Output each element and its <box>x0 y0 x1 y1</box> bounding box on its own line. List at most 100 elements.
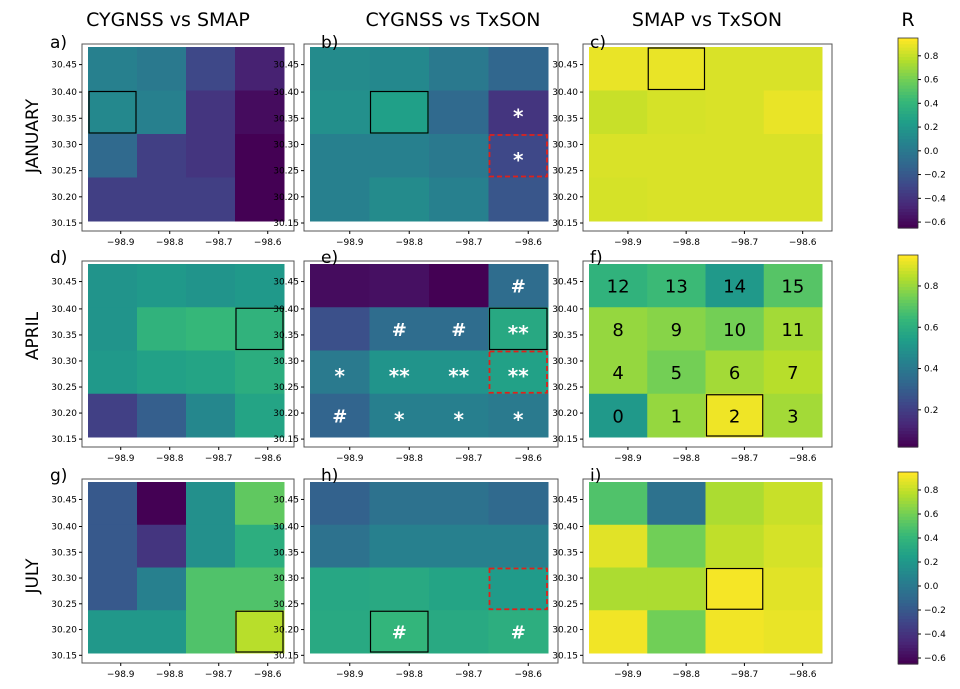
colorbar-segment <box>898 504 918 508</box>
colorbar-segment <box>898 133 918 137</box>
colorbar-segment <box>898 287 918 291</box>
heatmap-cell <box>488 350 549 395</box>
colorbar-segment <box>898 347 918 352</box>
panel-a: −98.9 −98.8 −98.7 −98.6 30.45 30.40 30.35 30.30… <box>50 33 295 248</box>
highlight-box <box>369 610 429 653</box>
colorbar-segment <box>898 392 918 397</box>
heatmap-cell <box>488 177 549 222</box>
colorbar-segment <box>898 415 918 419</box>
colorbar-segment <box>898 107 918 112</box>
colorbar-segment <box>898 335 918 339</box>
panel-label: f) <box>590 248 603 268</box>
colorbar-segment <box>898 494 918 499</box>
colorbar-segment <box>898 167 918 172</box>
significance-symbol: ** <box>448 364 469 388</box>
heatmap-cell <box>763 610 823 654</box>
heatmap-cell <box>429 307 489 351</box>
colorbar-segment <box>898 85 918 90</box>
x-tick-label: −98.9 <box>614 670 642 680</box>
heatmap-cell <box>647 177 706 222</box>
y-tick-label: 30.15 <box>51 651 77 661</box>
colorbar-segment <box>898 66 918 71</box>
heatmap-cell <box>705 350 765 395</box>
colorbar-segment <box>898 354 918 358</box>
heatmap-cell <box>647 350 706 395</box>
colorbar-tick-label: 0.2 <box>924 123 938 133</box>
colorbar-segment <box>898 293 918 298</box>
colorbar-segment <box>898 389 918 394</box>
colorbar-segment <box>898 152 918 156</box>
x-tick-label: −98.9 <box>107 238 135 248</box>
significance-symbol: * <box>513 148 524 172</box>
colorbar-segment <box>898 648 918 652</box>
colorbar-segment <box>898 516 918 521</box>
colorbar-segment <box>898 481 918 486</box>
heatmap-cell <box>310 610 370 654</box>
colorbar-segment <box>898 123 918 128</box>
significance-symbol: * <box>454 407 465 431</box>
heatmap-cell <box>88 482 138 526</box>
colorbar-3: 0.8 0.6 0.4 0.2 0.0 −0.2 −0.4 −0.6 <box>897 471 946 665</box>
colorbar-tick-label: 0.8 <box>924 282 939 292</box>
significance-symbol: ** <box>508 364 529 388</box>
heatmap-cell <box>589 264 648 308</box>
heatmap-cell <box>763 307 823 351</box>
x-tick-label: −98.8 <box>395 454 423 464</box>
y-tick-label: 30.40 <box>51 305 77 315</box>
colorbar-segment <box>898 609 918 614</box>
x-tick-label: −98.7 <box>455 238 483 248</box>
colorbar-segment <box>898 161 918 166</box>
colorbar-segment <box>898 399 918 403</box>
heatmap-cell <box>186 264 236 308</box>
colorbar-segment <box>898 657 918 662</box>
heatmap-cell <box>488 393 549 438</box>
colorbar-segment <box>898 193 918 197</box>
highlight-box <box>88 90 137 134</box>
cell-index-label: 4 <box>612 363 623 384</box>
heatmap-cell <box>235 482 285 526</box>
heatmap-cell <box>235 264 285 308</box>
heatmap-cell <box>310 307 370 351</box>
y-tick-label: 30.40 <box>552 88 578 98</box>
colorbar-segment <box>898 421 918 426</box>
heatmap-cell <box>647 47 706 91</box>
colorbar-segment <box>898 174 918 178</box>
heatmap-cell <box>589 524 648 568</box>
colorbar-segment <box>898 79 918 83</box>
colorbar-segment <box>898 290 918 294</box>
heatmap-cell <box>705 47 765 91</box>
colorbar-tick-label: 0.4 <box>924 534 939 544</box>
colorbar-segment <box>898 603 918 607</box>
heatmap-cell <box>429 524 489 568</box>
y-tick-label: 30.35 <box>51 548 77 558</box>
y-tick-label: 30.40 <box>552 305 578 315</box>
colorbar-segment <box>898 520 918 524</box>
heatmap-cell <box>705 90 765 135</box>
colorbar-segment <box>898 338 918 342</box>
colorbar-segment <box>898 215 918 220</box>
colorbar-segment <box>898 651 918 655</box>
significance-symbol: * <box>513 407 524 431</box>
y-tick-label: 30.30 <box>273 574 299 584</box>
heatmap-cell <box>88 350 138 395</box>
cell-index-label: 8 <box>612 320 623 341</box>
y-tick-label: 30.30 <box>51 140 77 150</box>
heatmap-cell <box>763 482 823 526</box>
colorbar-segment <box>898 63 918 68</box>
colorbar-segment <box>898 402 918 406</box>
y-tick-label: 30.35 <box>552 548 578 558</box>
colorbar-segment <box>898 267 918 272</box>
heatmap-cell <box>369 134 430 178</box>
significance-symbol: # <box>511 277 526 298</box>
colorbar-segment <box>898 632 918 636</box>
heatmap-cell <box>88 307 138 351</box>
heatmap-cell <box>488 524 549 568</box>
heatmap-cell <box>186 393 236 438</box>
heatmap-cell <box>186 47 236 91</box>
colorbar-segment <box>898 376 918 381</box>
heatmap-cell <box>186 350 236 395</box>
x-tick-label: −98.6 <box>789 238 817 248</box>
y-tick-label: 30.20 <box>273 193 299 203</box>
heatmap-cell <box>763 567 823 611</box>
